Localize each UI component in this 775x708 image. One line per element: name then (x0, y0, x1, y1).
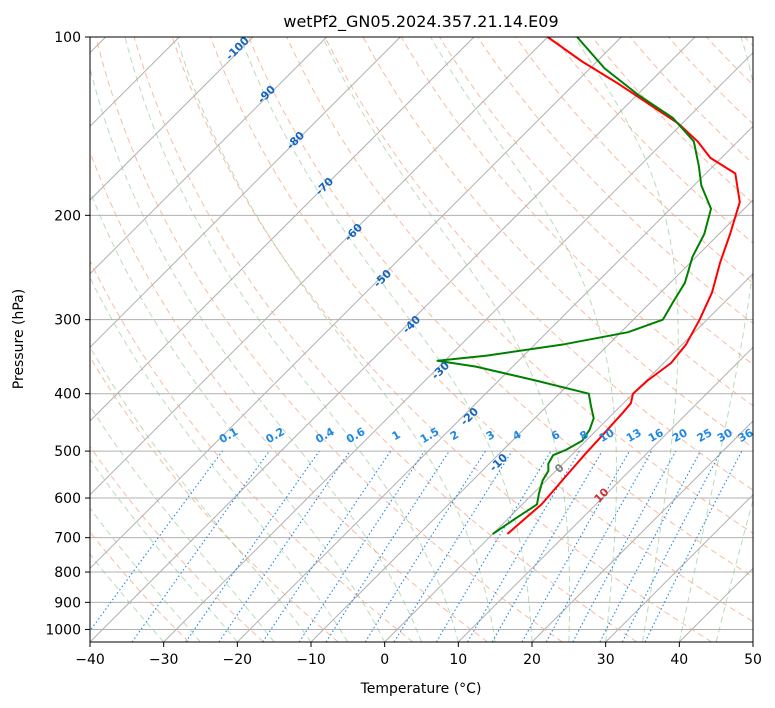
isotherm-gridline (90, 37, 401, 349)
dry-adiabat (362, 37, 753, 449)
x-tick-label: 40 (670, 652, 688, 668)
moist-adiabat (124, 37, 459, 642)
x-tick-label: 0 (380, 652, 389, 668)
isotherm-gridline (90, 37, 254, 201)
isotherm-gridline (236, 125, 753, 642)
isotherm-gridline (90, 37, 549, 496)
dry-adiabat (248, 37, 753, 578)
moist-adiabat (430, 37, 617, 642)
dry-adiabat (324, 37, 753, 491)
isotherm-gridline (90, 37, 475, 422)
mixing-ratio-line (218, 450, 351, 642)
mixing-ratio-line (185, 450, 320, 642)
isotherm-gridline (384, 272, 753, 642)
y-tick-label: 300 (54, 313, 81, 329)
dry-adiabat (90, 259, 414, 642)
moist-adiabat (90, 507, 201, 642)
mixing-ratio-line (298, 450, 425, 642)
dry-adiabat (515, 37, 753, 284)
isotherm-gridline (163, 51, 753, 642)
y-tick-label: 500 (54, 444, 81, 460)
x-tick-label: 50 (744, 652, 762, 668)
isotherm-gridline (90, 37, 622, 570)
x-tick-label: 10 (449, 652, 467, 668)
y-tick-label: 100 (54, 30, 81, 46)
dry-adiabat (95, 37, 563, 642)
dry-adiabat (210, 37, 753, 623)
y-tick-label: 1000 (45, 622, 81, 638)
mixing-ratio-line (325, 450, 450, 642)
y-tick-label: 600 (54, 491, 81, 507)
isotherm-gridline (457, 346, 753, 642)
mixing-ratio-line (90, 450, 223, 632)
dry-adiabat (133, 37, 638, 642)
moist-adiabat (90, 458, 238, 642)
moist-adiabat (90, 189, 386, 642)
plot-area (90, 37, 753, 642)
moist-adiabat (90, 345, 312, 642)
moist-adiabat (239, 37, 533, 642)
moist-adiabat (90, 65, 422, 642)
y-tick-label: 200 (54, 208, 81, 224)
y-tick-label: 800 (54, 565, 81, 581)
mixing-ratio-line (262, 450, 392, 642)
x-tick-label: 20 (523, 652, 541, 668)
x-tick-label: −20 (223, 652, 253, 668)
axes: −40 −30 −20 −10 0 10 20 30 40 50 100 200 300 400 500 60… (45, 30, 762, 668)
y-tick-label: 400 (54, 387, 81, 403)
x-axis-label: Temperature (°C) (360, 681, 482, 697)
mixing-ratio-line (545, 450, 653, 642)
mixing-ratio-line (521, 450, 630, 642)
y-tick-label: 900 (54, 595, 81, 611)
plot-frame (89, 36, 754, 643)
mixing-ratio-line (572, 450, 677, 642)
moist-adiabat (90, 405, 275, 642)
moist-adiabat (678, 37, 753, 642)
dry-adiabat (477, 37, 753, 325)
moist-adiabat (90, 553, 165, 642)
moist-adiabat (574, 37, 679, 642)
x-tick-label: −40 (75, 652, 105, 668)
plot-series-layer (436, 37, 741, 535)
isotherm-gridline (531, 420, 753, 642)
mixing-ratio-line (644, 450, 743, 642)
isotherm-gridline (90, 37, 328, 275)
mixing-ratio-line (131, 450, 270, 642)
moist-adiabat (715, 498, 753, 642)
dry-adiabat (90, 445, 264, 642)
chart-title: wetPf2_GN05.2024.357.21.14.E09 (283, 12, 558, 32)
x-tick-label: 30 (597, 652, 615, 668)
dry-adiabat (171, 37, 712, 642)
x-tick-label: −10 (296, 652, 326, 668)
moist-adiabat (90, 276, 349, 642)
dry-adiabat (629, 37, 753, 165)
mixing-ratio-line (393, 450, 513, 642)
dry-adiabat (400, 37, 753, 407)
dry-adiabat (591, 37, 753, 204)
moist-adiabat (175, 37, 496, 642)
x-tick-label: −30 (149, 652, 179, 668)
y-axis-label: Pressure (hPa) (11, 289, 27, 389)
moist-adiabat (322, 37, 571, 642)
isotherm-gridline (605, 493, 753, 642)
dewpoint-profile-line (436, 37, 712, 535)
y-tick-label: 700 (54, 531, 81, 547)
